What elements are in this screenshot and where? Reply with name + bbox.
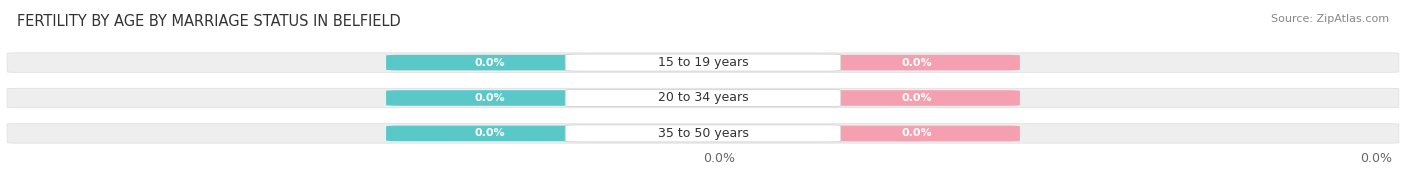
FancyBboxPatch shape: [813, 55, 1019, 70]
Text: 0.0%: 0.0%: [901, 93, 932, 103]
Text: Source: ZipAtlas.com: Source: ZipAtlas.com: [1271, 14, 1389, 24]
Text: 0.0%: 0.0%: [474, 58, 505, 68]
Text: 0.0%: 0.0%: [474, 128, 505, 138]
Text: 15 to 19 years: 15 to 19 years: [658, 56, 748, 69]
Text: 0.0%: 0.0%: [474, 93, 505, 103]
FancyBboxPatch shape: [7, 53, 1399, 72]
FancyBboxPatch shape: [565, 125, 841, 142]
FancyBboxPatch shape: [7, 124, 1399, 143]
FancyBboxPatch shape: [7, 88, 1399, 108]
FancyBboxPatch shape: [813, 90, 1019, 106]
Text: 0.0%: 0.0%: [901, 58, 932, 68]
Text: 35 to 50 years: 35 to 50 years: [658, 127, 748, 140]
Text: 0.0%: 0.0%: [703, 152, 735, 165]
FancyBboxPatch shape: [387, 55, 593, 70]
FancyBboxPatch shape: [565, 54, 841, 71]
Text: FERTILITY BY AGE BY MARRIAGE STATUS IN BELFIELD: FERTILITY BY AGE BY MARRIAGE STATUS IN B…: [17, 14, 401, 29]
Text: 0.0%: 0.0%: [1360, 152, 1392, 165]
FancyBboxPatch shape: [387, 126, 593, 141]
FancyBboxPatch shape: [813, 126, 1019, 141]
FancyBboxPatch shape: [387, 90, 593, 106]
FancyBboxPatch shape: [565, 90, 841, 106]
Text: 0.0%: 0.0%: [901, 128, 932, 138]
Text: 20 to 34 years: 20 to 34 years: [658, 92, 748, 104]
Legend: Married, Unmarried: Married, Unmarried: [620, 193, 786, 196]
